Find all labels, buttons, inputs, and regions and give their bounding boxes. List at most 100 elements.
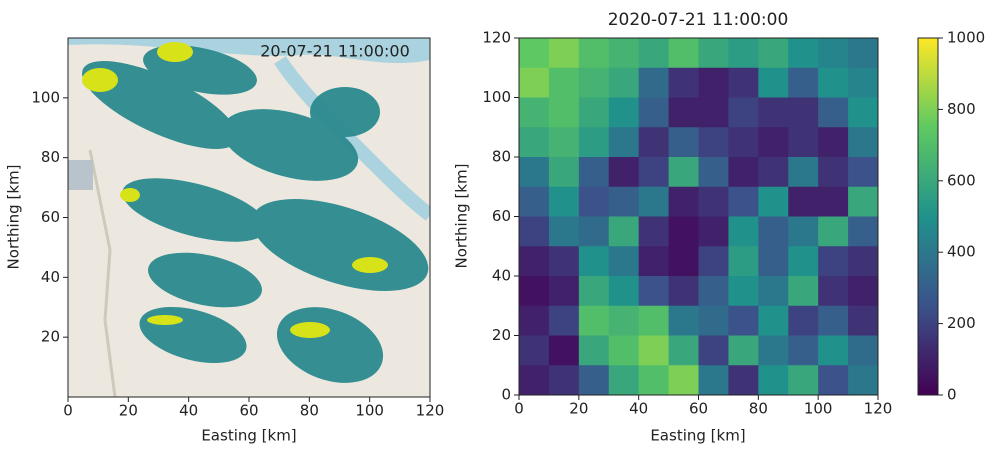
heatmap-cell <box>818 127 849 158</box>
x-tick-label: 0 <box>514 400 524 418</box>
heatmap-cell <box>818 97 849 128</box>
heatmap-cell <box>548 186 580 217</box>
heatmap-cell <box>578 276 610 307</box>
heatmap-cell <box>548 335 580 366</box>
heatmap-cell <box>818 186 849 217</box>
heatmap-cell <box>519 246 550 277</box>
y-tick-label: 0 <box>501 386 511 404</box>
heatmap-cell <box>818 335 849 366</box>
heatmap-cell <box>818 305 849 336</box>
colorbar-tick-label: 1000 <box>947 29 985 47</box>
heatmap-cell <box>638 216 670 247</box>
heatmap-cell <box>578 157 610 188</box>
heatmap-cell <box>728 38 759 69</box>
chart-title: 2020-07-21 11:00:00 <box>608 10 789 30</box>
heatmap-cell <box>698 276 729 307</box>
y-tick-label: 80 <box>41 148 60 166</box>
colorbar-tick-label: 800 <box>947 100 976 118</box>
colorbar <box>917 37 939 396</box>
x-tick-label: 120 <box>416 402 445 420</box>
heatmap-cell <box>788 365 819 396</box>
heatmap-cell <box>848 365 879 396</box>
heatmap-cell <box>728 365 759 396</box>
heatmap-cell <box>668 216 699 247</box>
heatmap-cell <box>788 97 819 128</box>
heatmap-cell <box>698 127 729 158</box>
heatmap-cell <box>548 365 580 396</box>
heatmap-cell <box>668 335 699 366</box>
heatmap-cell <box>818 276 849 307</box>
heatmap-cell <box>548 216 580 247</box>
heatmap-cell <box>728 335 759 366</box>
x-tick-label: 40 <box>629 400 648 418</box>
colorbar-tick-label: 200 <box>947 314 976 332</box>
heatmap-cell <box>519 67 550 98</box>
heatmap-cell <box>818 216 849 247</box>
y-tick-label: 60 <box>41 208 60 226</box>
heatmap-cell <box>728 305 759 336</box>
heatmap-cell <box>818 157 849 188</box>
heatmap-cell <box>519 38 550 69</box>
x-tick-label: 60 <box>239 402 258 420</box>
heatmap-cell <box>698 335 729 366</box>
heatmap-cell <box>668 246 699 277</box>
heatmap-cell <box>638 157 670 188</box>
heatmap-cell <box>519 186 550 217</box>
colorbar-tick-label: 600 <box>947 171 976 189</box>
heatmap-cell <box>698 186 729 217</box>
heatmap-cell <box>848 67 879 98</box>
heatmap-cell <box>758 365 789 396</box>
heatmap-cell <box>728 276 759 307</box>
heatmap-cell <box>668 127 699 158</box>
x-tick-label: 20 <box>119 402 138 420</box>
heatmap-cell <box>578 305 610 336</box>
heatmap-cell <box>848 335 879 366</box>
heatmap-cell <box>848 276 879 307</box>
heatmap-cell <box>698 365 729 396</box>
x-tick-label: 80 <box>300 402 319 420</box>
heatmap-cell <box>638 186 670 217</box>
heatmap-cell <box>519 216 550 247</box>
heatmap-cell <box>519 365 550 396</box>
heatmap-cell <box>698 67 729 98</box>
heatmap-cell <box>519 335 550 366</box>
heatmap-cell <box>758 127 789 158</box>
heatmap-cell <box>578 127 610 158</box>
y-tick-label: 40 <box>41 268 60 286</box>
heatmap-cell <box>578 335 610 366</box>
y-tick-label: 100 <box>482 88 511 106</box>
heatmap-cell <box>758 216 789 247</box>
heatmap-cell <box>818 365 849 396</box>
heatmap-cell <box>638 246 670 277</box>
heatmap-cell <box>519 157 550 188</box>
heatmap-cell <box>668 365 699 396</box>
heatmap-cell <box>608 246 640 277</box>
heatmap-cell <box>608 305 640 336</box>
heatmap-cell <box>818 38 849 69</box>
heatmap-cell <box>548 157 580 188</box>
heatmap-cell <box>848 97 879 128</box>
heatmap-cell <box>548 276 580 307</box>
y-tick-label: 100 <box>31 88 60 106</box>
heatmap-cell <box>548 38 580 69</box>
heatmap-cell <box>848 38 879 69</box>
heatmap-cell <box>818 67 849 98</box>
x-tick-label: 100 <box>355 402 384 420</box>
heatmap-cell <box>788 216 819 247</box>
heatmap-cell <box>519 276 550 307</box>
heatmap-cell <box>608 216 640 247</box>
heatmap-cell <box>608 365 640 396</box>
heatmap-cell <box>728 157 759 188</box>
heatmap-cell <box>758 246 789 277</box>
heatmap-cell <box>608 276 640 307</box>
heatmap-cell <box>848 216 879 247</box>
heatmap-cell <box>668 305 699 336</box>
heatmap-cell <box>578 365 610 396</box>
heatmap-cell <box>848 305 879 336</box>
heatmap-cell <box>728 216 759 247</box>
x-tick-label: 80 <box>749 400 768 418</box>
colorbar-tick-label: 400 <box>947 243 976 261</box>
heatmap-cell <box>698 246 729 277</box>
heatmap-cell <box>758 38 789 69</box>
y-tick-label: 20 <box>492 326 511 344</box>
